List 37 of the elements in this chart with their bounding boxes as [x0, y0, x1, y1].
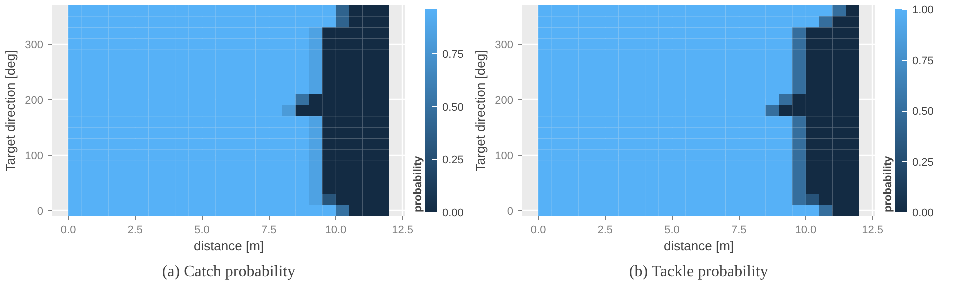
y-axis-title: Target direction [deg] [3, 50, 18, 172]
y-tick-label: 100 [25, 150, 44, 162]
x-tick-label: 10.0 [795, 224, 817, 236]
color-bar-label: 0.00 [912, 208, 934, 220]
x-tick-label: 12.5 [862, 224, 884, 236]
y-tick-label: 300 [495, 39, 514, 52]
color-bar-label: 0.50 [912, 106, 934, 118]
y-tick-label: 0 [37, 206, 44, 218]
y-tick-label: 300 [25, 39, 44, 52]
y-tick-label: 200 [495, 94, 514, 107]
x-tick-label: 12.5 [392, 224, 414, 236]
x-tick-label: 5.0 [194, 224, 210, 236]
y-axis-title: Target direction [deg] [473, 50, 488, 172]
color-bar-label: 0.50 [442, 102, 464, 114]
x-axis-title: distance [m] [194, 238, 264, 254]
color-bar-label: 1.00 [912, 4, 934, 16]
x-tick-label: 7.5 [261, 224, 277, 236]
x-tick-label: 7.5 [731, 224, 747, 236]
color-bar-label: 0.00 [442, 208, 464, 220]
text: (b) Tackle probability [629, 264, 768, 280]
color-bar-label: 0.25 [442, 154, 464, 167]
y-tick-label: 100 [495, 150, 514, 162]
x-tick-label: 2.5 [598, 224, 614, 236]
x-tick-label: 10.0 [325, 224, 347, 236]
x-tick-label: 2.5 [128, 224, 144, 236]
y-tick-label: 0 [507, 206, 514, 218]
x-axis-title: distance [m] [664, 238, 734, 254]
x-tick-label: 0.0 [60, 224, 76, 236]
text: (a) Catch probability [162, 264, 296, 280]
color-bar-title: probability [882, 155, 894, 212]
y-tick-label: 200 [25, 94, 44, 107]
color-bar-label: 0.75 [442, 48, 464, 61]
color-bar-label: 0.75 [912, 55, 934, 68]
x-tick-label: 0.0 [530, 224, 546, 236]
color-bar-title: probability [412, 155, 424, 212]
x-tick-label: 5.0 [664, 224, 680, 236]
color-bar-label: 0.25 [912, 156, 934, 169]
